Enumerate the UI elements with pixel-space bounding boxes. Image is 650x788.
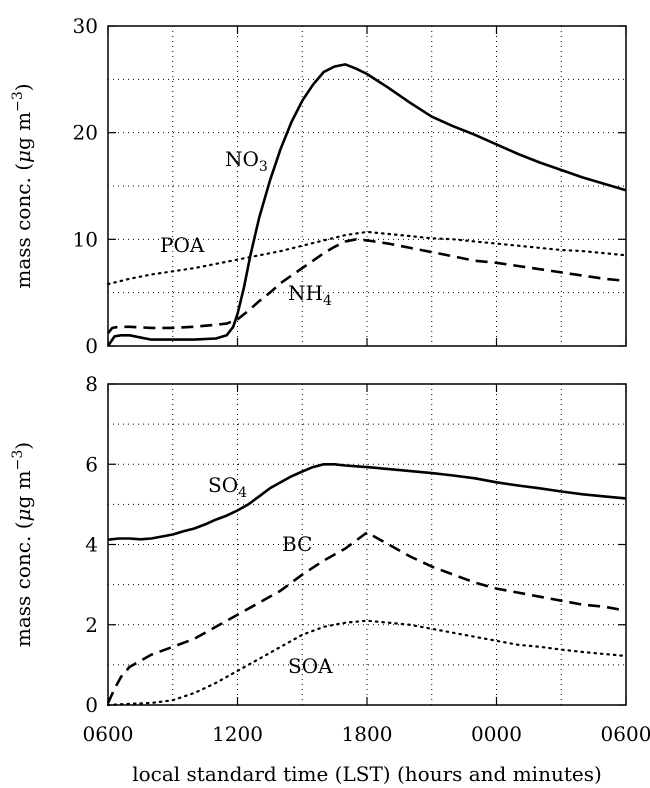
plot-frame <box>107 25 627 347</box>
y-tick-label: 10 <box>73 227 98 251</box>
series-line-bc <box>106 531 627 704</box>
y-tick-label: 0 <box>85 334 98 358</box>
series-label-bc: BC <box>282 532 312 556</box>
chart-panel-top: 0 10 20 30 NO3 NH4 POA mass conc. (μg m−3) <box>10 14 628 358</box>
y-axis-label-mu: μ <box>11 508 35 521</box>
y-tick-label: 4 <box>85 533 98 557</box>
plot-frame <box>107 383 627 706</box>
x-tick-label: 1200 <box>212 722 263 746</box>
series-label-subscript: 4 <box>323 293 332 309</box>
series-label-soa: SOA <box>288 654 333 678</box>
y-axis-label-mu: μ <box>11 150 35 163</box>
y-axis-label-main: mass conc. ( <box>11 521 35 647</box>
y-tick-label: 8 <box>85 372 98 396</box>
y-tick-label: 0 <box>85 693 98 717</box>
y-tick-label: 2 <box>85 613 98 637</box>
grid <box>108 26 626 346</box>
x-axis-label: local standard time (LST) (hours and min… <box>132 762 602 786</box>
y-tick-label: 20 <box>73 121 98 145</box>
y-tick-label: 6 <box>85 452 98 476</box>
series-line-no3 <box>106 63 627 347</box>
x-tick-label: 1800 <box>342 722 393 746</box>
y-axis-label-unit: g m <box>11 112 35 150</box>
x-tick-label: 0000 <box>471 722 522 746</box>
series-line-so4 <box>107 463 627 541</box>
y-axis-label-exp: −3 <box>10 450 26 471</box>
y-axis-label-close: ) <box>11 83 35 91</box>
chart-panel-bottom: 0 2 4 6 8 0600 1200 1800 0000 0600 SO4 BC SOA mass co… <box>10 372 650 786</box>
y-tick-label: 30 <box>73 14 98 38</box>
y-axis-label-close: ) <box>11 442 35 450</box>
y-axis-label-unit: g m <box>11 470 35 508</box>
series-label-no3: NO3 <box>225 147 268 175</box>
y-axis-label: mass conc. (μg m−3) <box>10 83 35 288</box>
x-tick-label: 0600 <box>83 722 134 746</box>
series-label-subscript: 3 <box>259 159 268 175</box>
y-axis-label-main: mass conc. ( <box>11 163 35 289</box>
x-tick-label: 0600 <box>601 722 650 746</box>
series-line-poa <box>106 230 628 286</box>
series-label-subscript: 4 <box>238 485 247 501</box>
series-label-so4: SO4 <box>208 473 247 501</box>
y-axis-label: mass conc. (μg m−3) <box>10 442 35 647</box>
series-line-soa <box>106 619 628 707</box>
grid <box>108 384 626 705</box>
series-label-nh4: NH4 <box>288 281 332 309</box>
y-axis-label-exp: −3 <box>10 91 26 112</box>
series-line-nh4 <box>106 238 627 335</box>
series-label-poa: POA <box>160 233 205 257</box>
